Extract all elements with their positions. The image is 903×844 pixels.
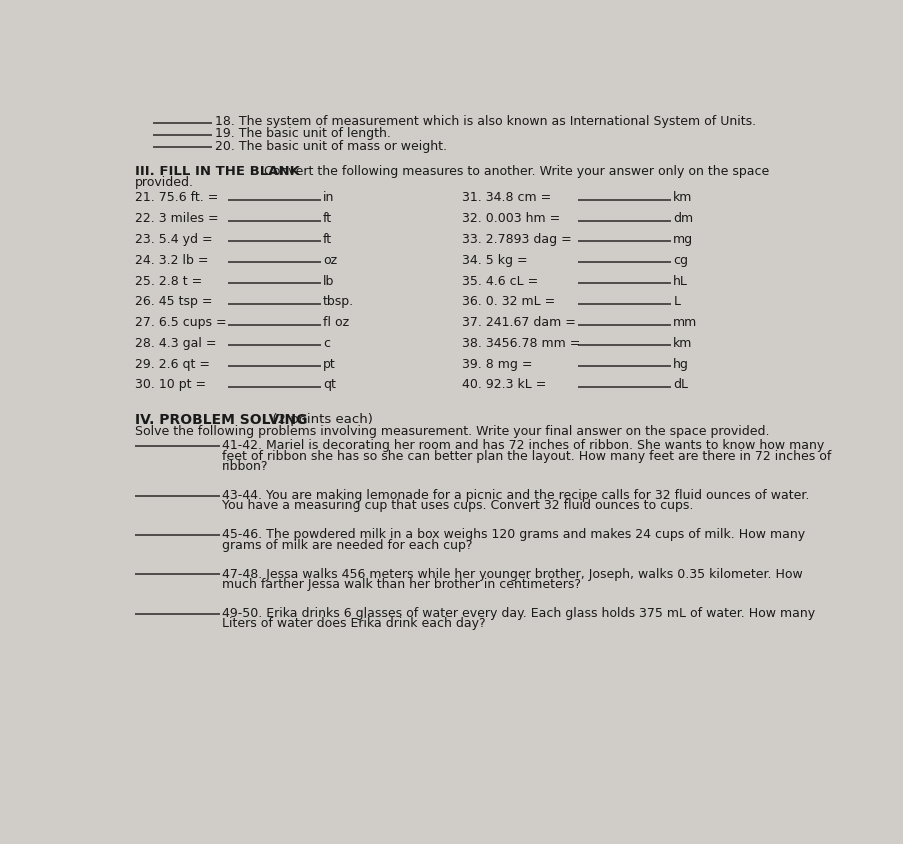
Text: 35. 4.6 cL =: 35. 4.6 cL = <box>461 274 537 288</box>
Text: Convert the following measures to another. Write your answer only on the space: Convert the following measures to anothe… <box>260 165 768 178</box>
Text: km: km <box>673 337 692 350</box>
Text: 30. 10 pt =: 30. 10 pt = <box>135 378 206 392</box>
Text: fl oz: fl oz <box>322 316 349 329</box>
Text: 36. 0. 32 mL =: 36. 0. 32 mL = <box>461 295 554 308</box>
Text: 32. 0.003 hm =: 32. 0.003 hm = <box>461 212 559 225</box>
Text: feet of ribbon she has so she can better plan the layout. How many feet are ther: feet of ribbon she has so she can better… <box>222 450 831 463</box>
Text: cg: cg <box>673 254 687 267</box>
Text: . (2 points each): . (2 points each) <box>264 413 373 426</box>
Text: mm: mm <box>673 316 697 329</box>
Text: km: km <box>673 192 692 204</box>
Text: 49-50. Erika drinks 6 glasses of water every day. Each glass holds 375 mL of wat: 49-50. Erika drinks 6 glasses of water e… <box>222 607 815 619</box>
Text: You have a measuring cup that uses cups. Convert 32 fluid ounces to cups.: You have a measuring cup that uses cups.… <box>222 500 693 512</box>
Text: oz: oz <box>322 254 337 267</box>
Text: 31. 34.8 cm =: 31. 34.8 cm = <box>461 192 551 204</box>
Text: tbsp.: tbsp. <box>322 295 354 308</box>
Text: 26. 45 tsp =: 26. 45 tsp = <box>135 295 212 308</box>
Text: 25. 2.8 t =: 25. 2.8 t = <box>135 274 201 288</box>
Text: 19. The basic unit of length.: 19. The basic unit of length. <box>214 127 390 140</box>
Text: Solve the following problems involving measurement. Write your final answer on t: Solve the following problems involving m… <box>135 425 768 438</box>
Text: 43-44. You are making lemonade for a picnic and the recipe calls for 32 fluid ou: 43-44. You are making lemonade for a pic… <box>222 489 809 502</box>
Text: 38. 3456.78 mm =: 38. 3456.78 mm = <box>461 337 580 350</box>
Text: 33. 2.7893 dag =: 33. 2.7893 dag = <box>461 233 571 246</box>
Text: 39. 8 mg =: 39. 8 mg = <box>461 358 532 371</box>
Text: 21. 75.6 ft. =: 21. 75.6 ft. = <box>135 192 218 204</box>
Text: 20. The basic unit of mass or weight.: 20. The basic unit of mass or weight. <box>214 140 446 153</box>
Text: ribbon?: ribbon? <box>222 460 268 473</box>
Text: qt: qt <box>322 378 336 392</box>
Text: much farther Jessa walk than her brother in centimeters?: much farther Jessa walk than her brother… <box>222 578 581 591</box>
Text: Liters of water does Erika drink each day?: Liters of water does Erika drink each da… <box>222 617 486 630</box>
Text: III. FILL IN THE BLANK: III. FILL IN THE BLANK <box>135 165 299 178</box>
Text: grams of milk are needed for each cup?: grams of milk are needed for each cup? <box>222 538 472 552</box>
Text: L: L <box>673 295 680 308</box>
Text: pt: pt <box>322 358 335 371</box>
Text: 22. 3 miles =: 22. 3 miles = <box>135 212 219 225</box>
Text: 45-46. The powdered milk in a box weighs 120 grams and makes 24 cups of milk. Ho: 45-46. The powdered milk in a box weighs… <box>222 528 805 541</box>
Text: in: in <box>322 192 334 204</box>
Text: provided.: provided. <box>135 176 193 189</box>
Text: dm: dm <box>673 212 693 225</box>
Text: lb: lb <box>322 274 334 288</box>
Text: mg: mg <box>673 233 693 246</box>
Text: IV. PROBLEM SOLVING: IV. PROBLEM SOLVING <box>135 413 307 427</box>
Text: ft: ft <box>322 212 331 225</box>
Text: 37. 241.67 dam =: 37. 241.67 dam = <box>461 316 575 329</box>
Text: ft: ft <box>322 233 331 246</box>
Text: 23. 5.4 yd =: 23. 5.4 yd = <box>135 233 212 246</box>
Text: hL: hL <box>673 274 687 288</box>
Text: 41-42. Mariel is decorating her room and has 72 inches of ribbon. She wants to k: 41-42. Mariel is decorating her room and… <box>222 440 824 452</box>
Text: 28. 4.3 gal =: 28. 4.3 gal = <box>135 337 216 350</box>
Text: 18. The system of measurement which is also known as International System of Uni: 18. The system of measurement which is a… <box>214 115 755 128</box>
Text: 47-48. Jessa walks 456 meters while her younger brother, Joseph, walks 0.35 kilo: 47-48. Jessa walks 456 meters while her … <box>222 567 802 581</box>
Text: 40. 92.3 kL =: 40. 92.3 kL = <box>461 378 545 392</box>
Text: 27. 6.5 cups =: 27. 6.5 cups = <box>135 316 226 329</box>
Text: 29. 2.6 qt =: 29. 2.6 qt = <box>135 358 209 371</box>
Text: c: c <box>322 337 330 350</box>
Text: hg: hg <box>673 358 688 371</box>
Text: 24. 3.2 lb =: 24. 3.2 lb = <box>135 254 208 267</box>
Text: 34. 5 kg =: 34. 5 kg = <box>461 254 526 267</box>
Text: dL: dL <box>673 378 687 392</box>
